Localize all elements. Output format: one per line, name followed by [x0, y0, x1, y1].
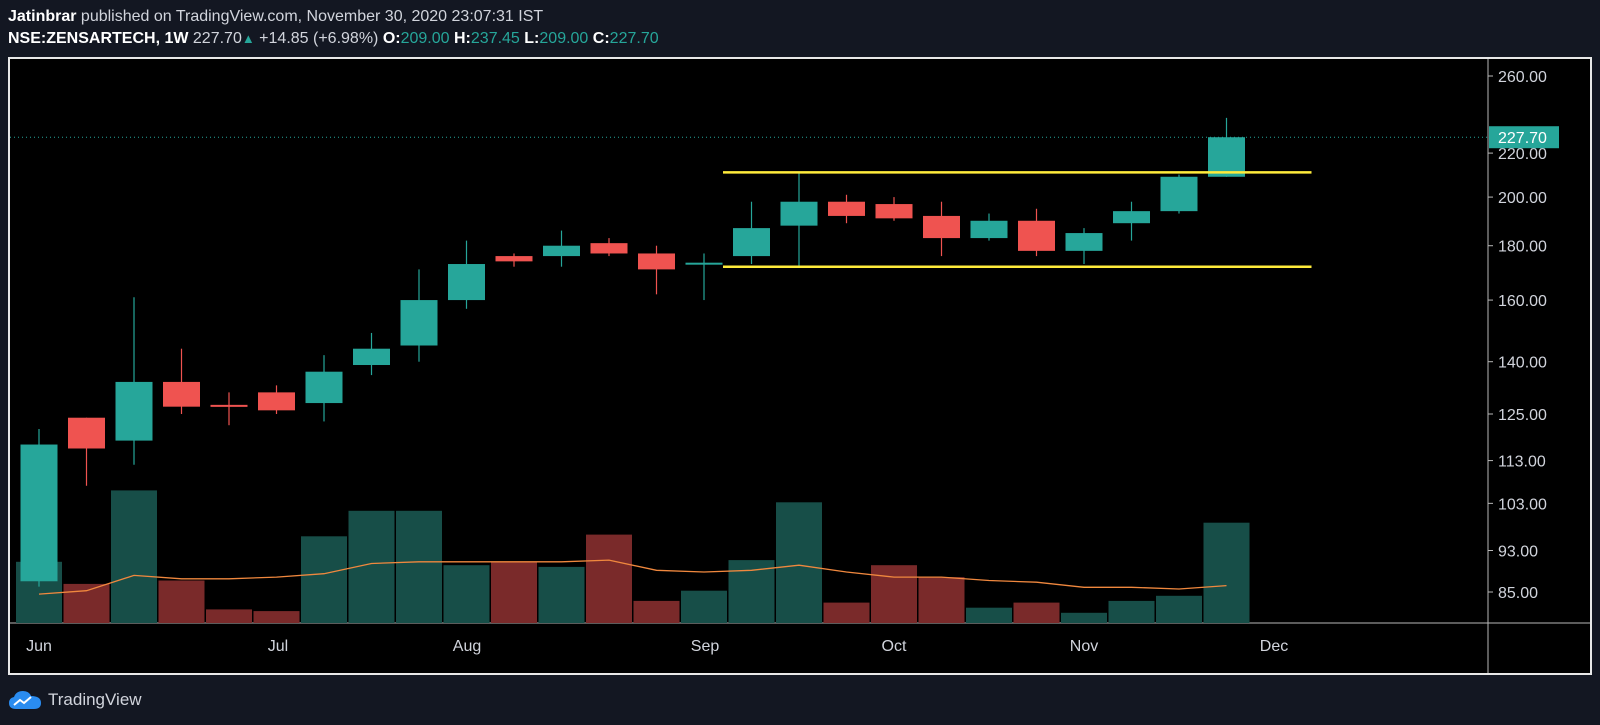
symbol-label[interactable]: NSE:ZENSARTECH, 1W [8, 30, 189, 47]
close-value: 227.70 [609, 30, 659, 47]
volume-bar [776, 502, 822, 623]
price-tick-label: 220.00 [1498, 146, 1547, 163]
volume-bar [396, 510, 442, 623]
time-tick-label: Jun [26, 638, 52, 655]
last-price: 227.70 [192, 30, 242, 47]
open-value: 209.00 [400, 30, 450, 47]
volume-bar [443, 565, 490, 623]
time-tick-label: Dec [1260, 638, 1288, 655]
candle-body [923, 215, 960, 239]
low-label: L: [524, 30, 540, 47]
ohlc-line: NSE:ZENSARTECH, 1W 227.70▲ +14.85 (+6.98… [8, 28, 659, 50]
volume-bar [728, 560, 775, 623]
volume-bar [158, 580, 205, 623]
candle-body [1018, 220, 1055, 251]
volume-bar [1203, 522, 1250, 623]
high-label: H: [454, 30, 471, 47]
candle-body [20, 444, 58, 582]
candle-body [1160, 176, 1198, 212]
volume-bar [681, 590, 727, 623]
price-tick-label: 113.00 [1498, 454, 1546, 471]
candle-body [68, 417, 105, 449]
volume-bar [491, 561, 537, 623]
tradingview-brand[interactable]: TradingView [48, 690, 142, 709]
candle-body [970, 220, 1008, 239]
last-price-tag [1489, 126, 1559, 149]
chart-frame[interactable]: 260.00 220.00 200.00 180.00 160.00 140.00 125.… [8, 57, 1592, 675]
volume-bar [301, 536, 347, 623]
candle-body [258, 392, 295, 411]
candle-body [115, 381, 153, 441]
price-chart[interactable]: 260.00 220.00 200.00 180.00 160.00 140.00 125.… [10, 59, 1590, 673]
candle-body [305, 371, 343, 404]
candle-body [828, 201, 865, 216]
candle-body [685, 262, 723, 265]
chart-header: Jatinbrar published on TradingView.com, … [8, 6, 659, 50]
high-value: 237.45 [470, 30, 520, 47]
volume-bar [1156, 595, 1202, 623]
low-value: 209.00 [539, 30, 589, 47]
volume-bar [586, 534, 632, 623]
price-tick-label: 140.00 [1498, 355, 1547, 372]
candle-body [400, 300, 438, 346]
volume-bar [633, 600, 680, 623]
volume-bar [1108, 600, 1155, 623]
price-tick-label: 160.00 [1498, 293, 1547, 310]
volume-bar [206, 609, 252, 623]
candle-body [353, 348, 390, 366]
tradingview-cloud-icon [9, 691, 41, 709]
price-tick-label: 260.00 [1498, 69, 1547, 86]
time-tick-label: Aug [453, 638, 481, 655]
price-change: +14.85 (+6.98%) [259, 30, 379, 47]
candle-body [1208, 137, 1245, 177]
volume-bar [253, 611, 300, 623]
last-price-tag-label: 227.70 [1498, 130, 1547, 147]
volume-bar [918, 577, 965, 623]
volume-bar [111, 490, 157, 623]
candle-body [543, 245, 580, 257]
candle-body [875, 204, 913, 219]
author-name[interactable]: Jatinbrar [8, 8, 77, 25]
volume-ma-line [38, 559, 1227, 595]
close-label: C: [592, 30, 610, 47]
volume-bar [63, 583, 110, 623]
candle-body [780, 201, 818, 226]
publish-line: Jatinbrar published on TradingView.com, … [8, 6, 659, 28]
volume-bar [966, 607, 1012, 623]
price-tick-label: 85.00 [1498, 585, 1538, 602]
publish-info: published on TradingView.com, November 3… [80, 8, 544, 25]
candle-body [163, 381, 200, 407]
time-tick-label: Sep [691, 638, 720, 655]
price-tick-label: 103.00 [1498, 496, 1547, 513]
time-tick-label: Oct [882, 638, 907, 655]
volume-bar [538, 566, 585, 623]
candle-body [638, 253, 675, 270]
price-tick-label: 200.00 [1498, 190, 1547, 207]
volume-bar [871, 565, 917, 623]
candle-body [210, 404, 248, 407]
candle-body [1113, 211, 1150, 224]
time-tick-label: Nov [1070, 638, 1098, 655]
volume-bar [1061, 612, 1107, 623]
volume-bar [1013, 602, 1060, 623]
price-tick-label: 180.00 [1498, 239, 1547, 256]
candle-body [448, 264, 485, 301]
price-tick-label: 125.00 [1498, 407, 1547, 424]
time-tick-label: Jul [268, 638, 288, 655]
candle-body [1065, 233, 1103, 251]
open-label: O: [382, 30, 401, 47]
candle-body [733, 228, 770, 257]
price-tick-label: 93.00 [1498, 543, 1538, 560]
candle-body [590, 243, 628, 254]
volume-bar [823, 602, 870, 623]
up-arrow-icon: ▲ [241, 31, 255, 46]
candle-body [495, 256, 533, 262]
tradingview-footer: TradingView [8, 690, 142, 710]
